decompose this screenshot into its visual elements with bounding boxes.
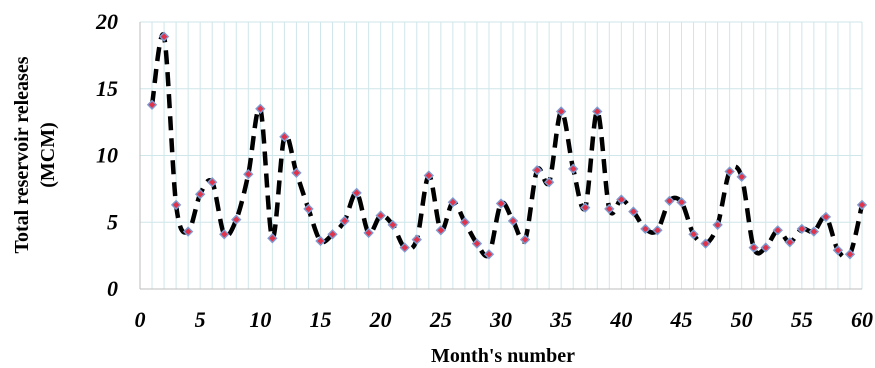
data-point xyxy=(315,235,326,247)
y-axis-unit: (MCM) xyxy=(37,122,59,188)
x-tick-label: 35 xyxy=(549,307,572,332)
data-point xyxy=(772,225,783,236)
x-tick-label: 0 xyxy=(135,307,146,332)
data-point xyxy=(519,234,531,245)
data-point xyxy=(146,99,158,110)
series-line-group xyxy=(149,32,865,261)
data-point xyxy=(640,223,651,235)
data-point xyxy=(303,203,314,215)
data-point xyxy=(832,245,844,256)
data-point xyxy=(724,166,735,177)
y-axis-title-group: Total reservoir releases (MCM) xyxy=(11,56,59,253)
data-point xyxy=(351,187,362,199)
data-point xyxy=(760,242,771,253)
data-point xyxy=(688,229,699,240)
data-point xyxy=(568,163,579,175)
data-point xyxy=(543,177,555,188)
data-point xyxy=(471,238,483,249)
data-point xyxy=(736,171,747,183)
data-point xyxy=(411,234,422,245)
data-point xyxy=(856,199,868,211)
data-point xyxy=(447,197,459,208)
x-tick-label: 55 xyxy=(791,307,813,332)
data-point xyxy=(327,229,338,240)
y-tick-label: 10 xyxy=(96,143,118,168)
data-point xyxy=(387,219,398,231)
data-point xyxy=(664,195,675,207)
data-point xyxy=(158,31,170,42)
data-point xyxy=(255,103,266,114)
x-tick-label: 45 xyxy=(670,307,693,332)
x-tick-label: 20 xyxy=(369,307,392,332)
data-point xyxy=(291,167,302,179)
x-tick-label: 5 xyxy=(195,307,206,332)
data-point xyxy=(399,242,410,253)
series-line xyxy=(149,32,865,261)
data-point xyxy=(363,227,374,239)
x-tick-label: 60 xyxy=(851,307,873,332)
data-point xyxy=(507,215,519,227)
data-point xyxy=(676,197,687,208)
data-point xyxy=(820,211,832,223)
data-point xyxy=(700,238,711,249)
data-point xyxy=(555,106,567,117)
data-point xyxy=(182,226,194,237)
data-point xyxy=(580,202,591,213)
data-point xyxy=(435,225,447,236)
data-point xyxy=(495,198,507,209)
x-tick-label: 40 xyxy=(609,307,632,332)
data-point xyxy=(616,194,627,205)
x-tick-labels: 0 5 10 15 20 25 30 35 40 45 50 55 60 xyxy=(135,307,874,332)
axes xyxy=(139,22,862,290)
x-tick-label: 10 xyxy=(249,307,271,332)
y-axis-title: Total reservoir releases xyxy=(11,56,33,253)
data-point xyxy=(267,233,278,244)
data-point xyxy=(219,229,230,240)
y-tick-label: 20 xyxy=(95,9,118,34)
data-point xyxy=(231,214,242,225)
y-tick-label: 15 xyxy=(96,76,118,101)
x-tick-label: 15 xyxy=(310,307,332,332)
data-point xyxy=(279,131,290,142)
data-point xyxy=(194,189,206,200)
data-point xyxy=(423,170,434,181)
data-point xyxy=(375,210,386,221)
y-tick-label: 0 xyxy=(107,276,118,301)
data-point xyxy=(592,106,603,117)
y-tick-labels: 0 5 10 15 20 xyxy=(95,9,118,301)
x-tick-label: 30 xyxy=(489,307,512,332)
horizontal-gridlines xyxy=(140,21,862,223)
data-point xyxy=(784,237,795,248)
data-point xyxy=(531,164,543,176)
data-point xyxy=(170,199,182,211)
data-point xyxy=(712,219,723,231)
data-point xyxy=(844,249,856,260)
data-point xyxy=(459,217,471,228)
data-point xyxy=(652,225,663,236)
data-point xyxy=(339,215,350,227)
data-point xyxy=(207,177,218,188)
data-point xyxy=(604,203,615,215)
data-point xyxy=(748,242,759,253)
data-point xyxy=(796,223,808,235)
data-point xyxy=(808,226,820,237)
x-tick-label: 50 xyxy=(731,307,753,332)
data-point xyxy=(243,169,254,180)
data-point xyxy=(483,249,495,260)
data-points xyxy=(146,31,868,260)
x-axis-title: Month's number xyxy=(431,345,575,367)
data-point xyxy=(628,206,639,217)
y-tick-label: 5 xyxy=(107,209,118,234)
x-tick-label: 25 xyxy=(429,307,452,332)
